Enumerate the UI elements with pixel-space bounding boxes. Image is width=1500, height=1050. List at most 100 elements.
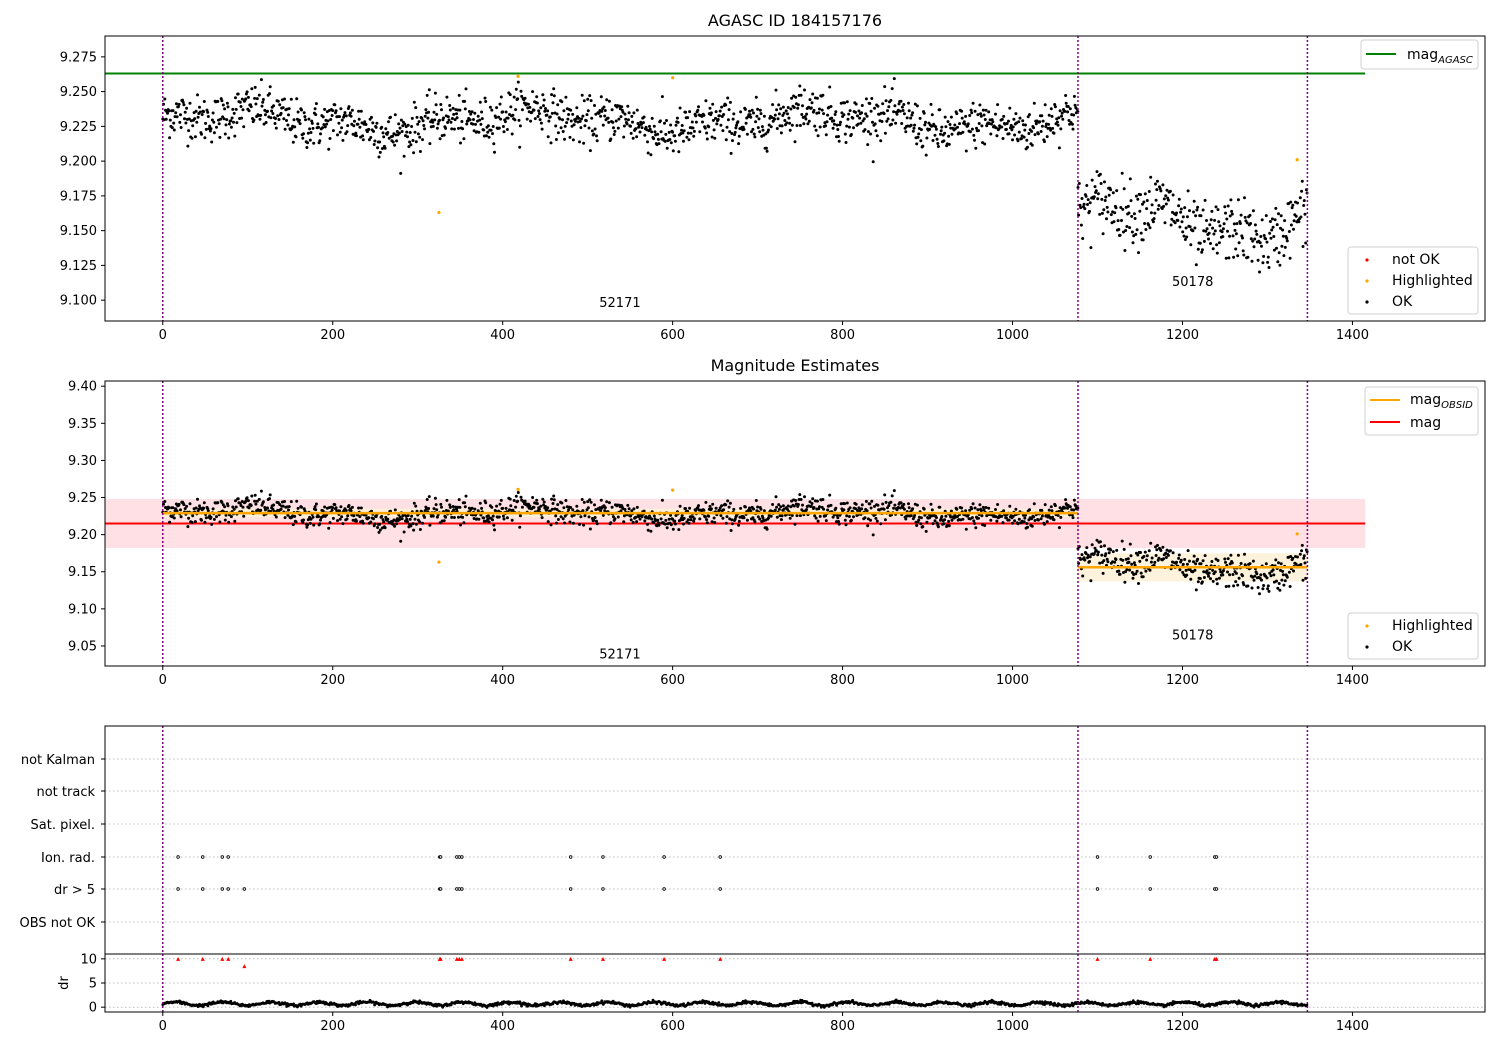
ok-point [1285, 575, 1289, 579]
ok-point [1127, 560, 1131, 564]
ok-point [311, 515, 315, 519]
ok-point [589, 500, 593, 504]
ok-point [1095, 170, 1099, 174]
ok-point [198, 504, 201, 508]
ok-point [272, 503, 276, 507]
ok-point [179, 508, 182, 512]
ok-point [226, 504, 230, 508]
ok-point [919, 128, 923, 132]
ok-point [378, 140, 382, 144]
ok-point [909, 123, 913, 127]
ok-point [460, 120, 464, 123]
ok-point [406, 520, 409, 524]
ok-point [276, 114, 280, 118]
ok-point [754, 499, 758, 502]
ok-point [223, 107, 227, 111]
ok-point [1060, 111, 1064, 115]
ok-point [873, 122, 877, 126]
ok-point [1127, 211, 1131, 215]
ok-point [977, 129, 980, 133]
ok-point [1079, 206, 1083, 210]
ok-point [626, 118, 630, 122]
ok-point [907, 101, 910, 105]
ok-point [805, 112, 809, 116]
ok-point [418, 135, 422, 139]
ok-point [309, 131, 313, 134]
ok-point [317, 515, 320, 519]
ok-point [1271, 568, 1275, 572]
ok-point [427, 110, 431, 114]
ok-point [347, 504, 351, 507]
ok-point [1102, 559, 1106, 563]
ok-point [187, 129, 191, 133]
ok-point [455, 116, 459, 120]
ok-point [1162, 557, 1166, 561]
ok-point [1216, 559, 1220, 562]
ok-point [934, 125, 938, 129]
ok-point [229, 125, 233, 129]
ok-point [656, 518, 660, 522]
ok-point [803, 115, 807, 119]
ok-point [210, 140, 214, 144]
ok-point [493, 150, 496, 154]
ok-point [911, 129, 915, 133]
dr-point [717, 1001, 721, 1004]
ok-point [817, 111, 821, 115]
ok-point [212, 517, 216, 521]
ok-point [1078, 203, 1082, 207]
ok-point [505, 128, 509, 131]
ok-point [737, 134, 741, 138]
ok-point [204, 127, 208, 131]
ok-point [650, 517, 654, 521]
ok-point [1194, 263, 1198, 267]
ok-point [1113, 211, 1117, 215]
ok-point [616, 126, 620, 130]
ok-point [1139, 571, 1143, 575]
ok-point [168, 136, 172, 140]
ok-point [1004, 127, 1008, 131]
ok-point [1154, 182, 1157, 186]
ok-point [803, 88, 806, 92]
ok-point [684, 110, 688, 114]
ok-point [1080, 553, 1084, 557]
legend-not-ok-label: not OK [1392, 252, 1440, 268]
ok-point [704, 500, 708, 504]
ok-point [1059, 127, 1063, 131]
ok-point [291, 140, 295, 144]
ok-point [601, 513, 605, 517]
ok-point [579, 515, 583, 519]
ok-point [1071, 127, 1075, 131]
ok-point [1076, 506, 1080, 510]
ok-point [1214, 205, 1218, 209]
ok-point [190, 520, 194, 524]
ok-point [257, 497, 261, 501]
ok-point [847, 112, 851, 116]
ok-point [423, 127, 426, 131]
y-tick-label: 9.100 [60, 294, 97, 309]
ok-point [788, 121, 792, 125]
ok-point [682, 129, 686, 133]
ok-point [743, 107, 747, 111]
ok-point [249, 105, 253, 109]
ok-point [567, 508, 571, 512]
ok-point [523, 499, 527, 503]
ok-point [822, 507, 826, 511]
ok-point [1188, 225, 1192, 229]
ok-point [1277, 561, 1280, 565]
ok-point [520, 108, 524, 112]
ok-point [718, 508, 721, 512]
ok-point [575, 106, 579, 110]
ok-point [649, 153, 653, 157]
ok-point [1285, 236, 1289, 240]
ok-point [733, 130, 737, 134]
ok-point [671, 130, 675, 134]
ok-point [490, 108, 494, 112]
ok-point [1129, 554, 1133, 558]
ok-point [777, 112, 781, 116]
dr-point [206, 1004, 210, 1008]
ok-point [357, 109, 361, 113]
ok-point [1246, 255, 1250, 259]
ok-point [931, 139, 935, 142]
ok-point [660, 498, 664, 502]
ok-point [1228, 573, 1232, 577]
